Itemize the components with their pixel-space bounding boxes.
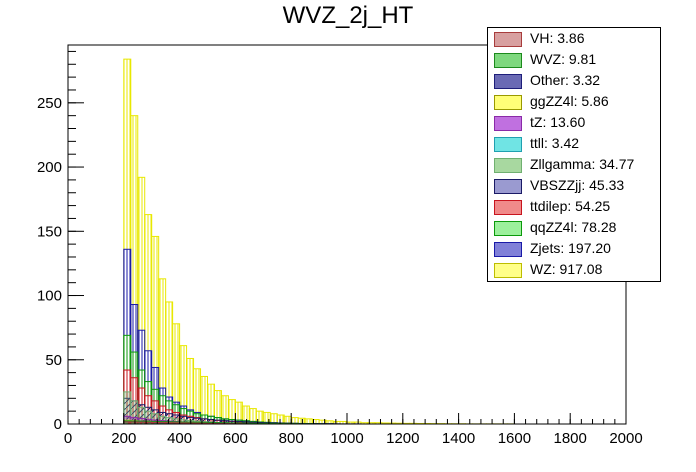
legend-entry: Other: 3.32 xyxy=(488,71,660,92)
x-tick-label: 1000 xyxy=(330,430,363,447)
x-tick-label: 400 xyxy=(167,430,192,447)
legend-swatch xyxy=(494,116,522,131)
bars-layer xyxy=(123,58,515,425)
legend-label: Zllgamma: 34.77 xyxy=(530,156,635,172)
legend-entry: ggZZ4l: 5.86 xyxy=(488,92,660,113)
legend-swatch xyxy=(494,221,522,236)
legend-entry: tZ: 13.60 xyxy=(488,113,660,134)
legend-label: ttll: 3.42 xyxy=(530,135,580,151)
x-tick-label: 200 xyxy=(111,430,136,447)
y-tick-label: 50 xyxy=(45,352,62,369)
x-tick-label: 800 xyxy=(279,430,304,447)
legend: VH: 3.86 WVZ: 9.81 Other: 3.32 ggZZ4l: 5.86… xyxy=(487,27,661,282)
legend-swatch xyxy=(494,200,522,215)
legend-entry: Zllgamma: 34.77 xyxy=(488,155,660,176)
y-tick-label: 150 xyxy=(37,223,62,240)
axes-layer: 0 200 400 600 800 1000 1200 1400 1600 1800 2000 0 50… xyxy=(37,44,643,447)
legend-entry: VBSZZjj: 45.33 xyxy=(488,176,660,197)
legend-swatch xyxy=(494,32,522,47)
x-tick-label: 1600 xyxy=(498,430,531,447)
legend-label: WVZ: 9.81 xyxy=(530,51,597,67)
y-tick-label: 200 xyxy=(37,159,62,176)
legend-entry: qqZZ4l: 78.28 xyxy=(488,218,660,239)
legend-swatch xyxy=(494,263,522,278)
chart-title: WVZ_2j_HT xyxy=(282,2,414,29)
y-tick-label: 250 xyxy=(37,95,62,112)
legend-label: tZ: 13.60 xyxy=(530,114,586,130)
legend-entry: VH: 3.86 xyxy=(488,29,660,50)
legend-swatch xyxy=(494,158,522,173)
y-tick-label: 0 xyxy=(54,416,62,433)
legend-label: Other: 3.32 xyxy=(530,72,601,88)
legend-label: Zjets: 197.20 xyxy=(530,240,611,256)
legend-swatch xyxy=(494,53,522,68)
legend-swatch xyxy=(494,137,522,152)
legend-label: ggZZ4l: 5.86 xyxy=(530,93,609,109)
x-tick-label: 0 xyxy=(64,430,72,447)
legend-label: ttdilep: 54.25 xyxy=(530,198,611,214)
series-0 xyxy=(123,58,515,425)
legend-label: WZ: 917.08 xyxy=(530,261,603,277)
x-tick-label: 1200 xyxy=(386,430,419,447)
x-tick-label: 1800 xyxy=(554,430,587,447)
x-tick-label: 600 xyxy=(223,430,248,447)
legend-label: qqZZ4l: 78.28 xyxy=(530,219,617,235)
legend-swatch xyxy=(494,74,522,89)
legend-entry: ttll: 3.42 xyxy=(488,134,660,155)
y-tick-label: 100 xyxy=(37,288,62,305)
x-tick-label: 1400 xyxy=(442,430,475,447)
legend-entry: ttdilep: 54.25 xyxy=(488,197,660,218)
legend-swatch xyxy=(494,179,522,194)
legend-entry: WVZ: 9.81 xyxy=(488,50,660,71)
legend-entry: WZ: 917.08 xyxy=(488,260,660,281)
legend-label: VBSZZjj: 45.33 xyxy=(530,177,625,193)
legend-swatch xyxy=(494,95,522,110)
legend-swatch xyxy=(494,242,522,257)
legend-label: VH: 3.86 xyxy=(530,30,585,46)
legend-entry: Zjets: 197.20 xyxy=(488,239,660,260)
x-tick-label: 2000 xyxy=(609,430,642,447)
